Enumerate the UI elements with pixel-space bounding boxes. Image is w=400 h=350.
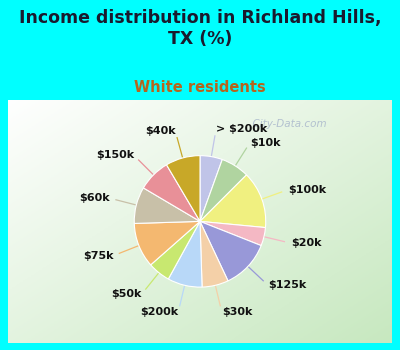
Wedge shape (200, 160, 246, 222)
Text: City-Data.com: City-Data.com (246, 119, 327, 129)
Wedge shape (134, 188, 200, 223)
Text: $100k: $100k (288, 185, 326, 195)
Text: $10k: $10k (250, 138, 280, 148)
Text: $75k: $75k (83, 251, 113, 261)
Wedge shape (134, 222, 200, 265)
Wedge shape (200, 222, 261, 281)
Wedge shape (151, 222, 200, 279)
Wedge shape (200, 156, 222, 222)
Text: $125k: $125k (268, 280, 306, 290)
Text: $60k: $60k (79, 193, 110, 203)
Wedge shape (166, 156, 200, 222)
Text: $20k: $20k (291, 238, 321, 248)
Wedge shape (144, 165, 200, 222)
Text: $150k: $150k (96, 150, 134, 160)
Text: White residents: White residents (134, 80, 266, 95)
Wedge shape (200, 222, 228, 287)
Text: $40k: $40k (145, 126, 175, 136)
Text: $50k: $50k (111, 289, 142, 299)
Text: $30k: $30k (222, 307, 252, 317)
Wedge shape (200, 222, 266, 246)
Wedge shape (200, 175, 266, 228)
Text: $200k: $200k (140, 307, 178, 317)
Text: Income distribution in Richland Hills,
TX (%): Income distribution in Richland Hills, T… (19, 9, 381, 48)
Text: > $200k: > $200k (216, 124, 267, 134)
Wedge shape (168, 222, 202, 287)
